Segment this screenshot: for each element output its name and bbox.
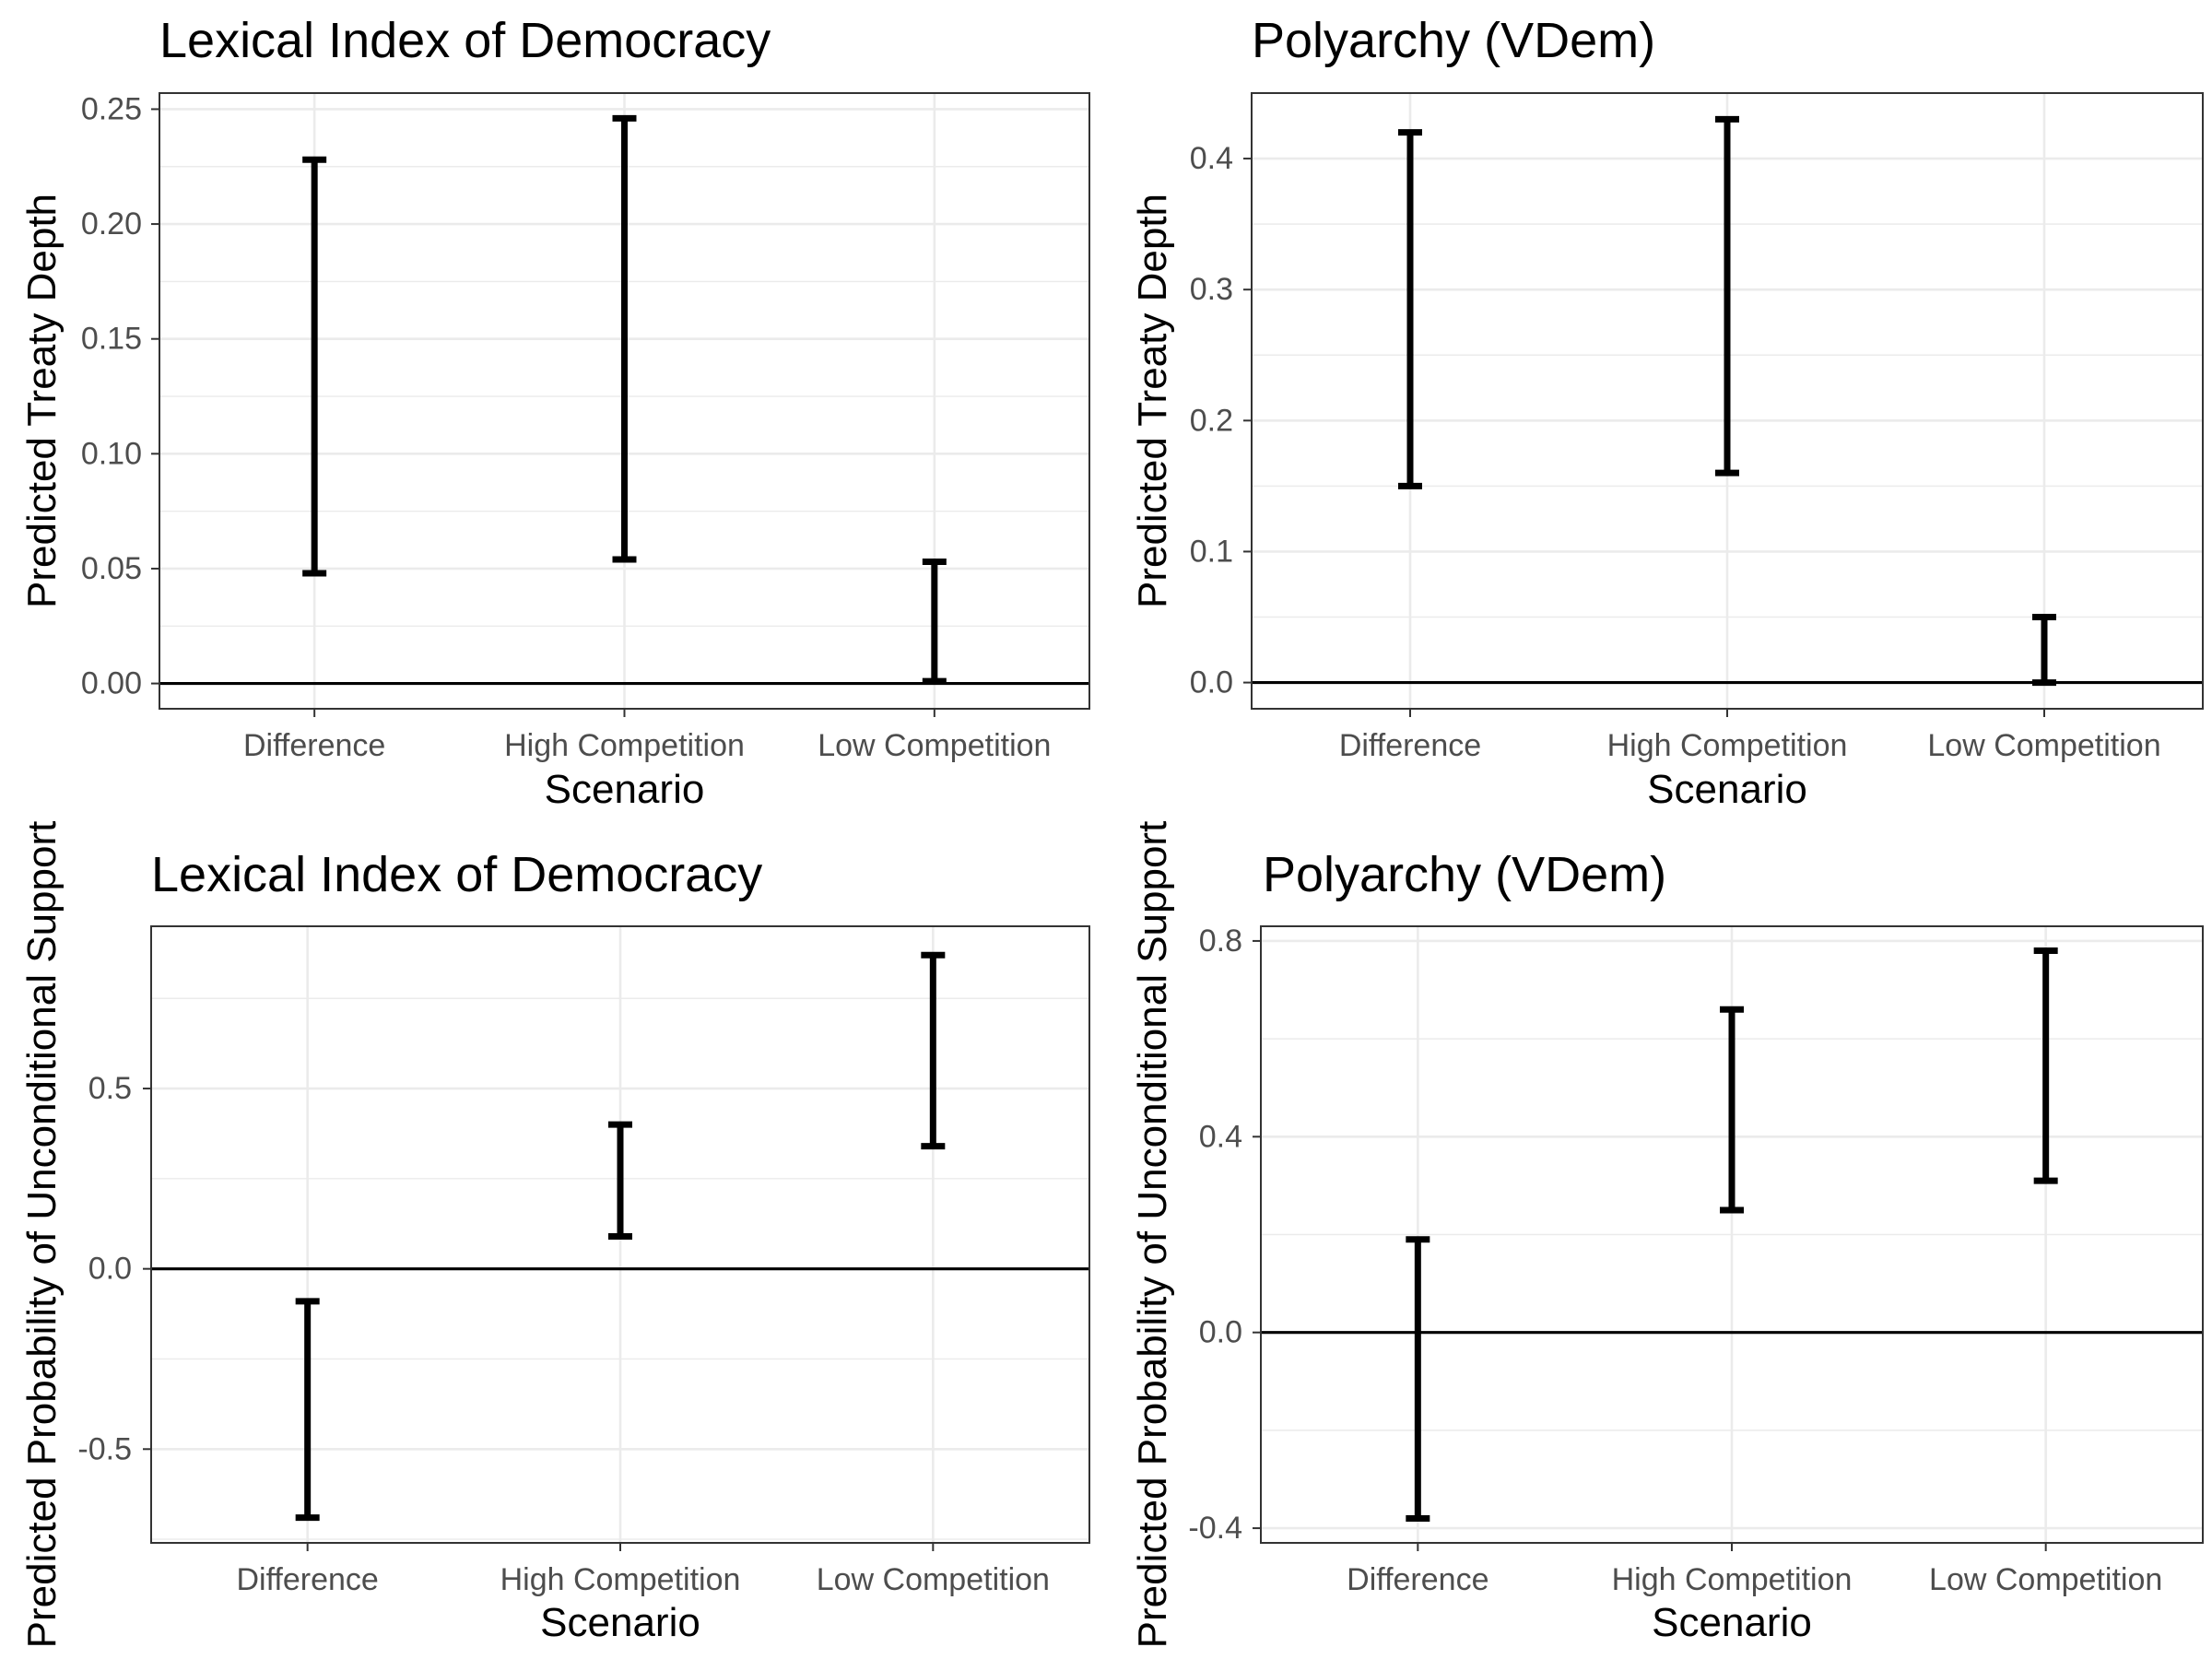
x-axis-title: Scenario xyxy=(545,767,705,812)
y-axis-title: Predicted Probability of Unconditional S… xyxy=(1130,821,1175,1649)
x-tick-label: High Competition xyxy=(504,728,745,763)
panel-2: 0.0 0.1 0.2 0.3 0.4 Difference High Competitio… xyxy=(1130,13,2204,812)
x-tick-label: Difference xyxy=(1339,728,1481,763)
y-tick-label: 0.0 xyxy=(1199,1315,1242,1350)
panel-3: -0.5 0.0 0.5 Difference High Competition Low … xyxy=(19,821,1090,1649)
x-tick-label: High Competition xyxy=(1607,728,1848,763)
x-axis-title: Scenario xyxy=(540,1600,700,1645)
y-tick-label: -0.5 xyxy=(77,1431,132,1466)
y-tick-label: 0.15 xyxy=(81,322,142,357)
y-tick-label: 0.05 xyxy=(81,551,142,586)
panel-title: Polyarchy (VDem) xyxy=(1252,13,1655,68)
x-tick-label: Difference xyxy=(243,728,385,763)
x-tick-label: Difference xyxy=(236,1562,378,1597)
y-axis-title: Predicted Treaty Depth xyxy=(1130,194,1175,608)
error-bar-high-competition xyxy=(1720,1006,1744,1214)
y-tick-label: 0.1 xyxy=(1190,534,1233,569)
panel-title: Polyarchy (VDem) xyxy=(1263,847,1666,902)
error-bar-high-competition xyxy=(612,114,637,563)
panel-title: Lexical Index of Democracy xyxy=(159,13,771,68)
error-bar-low-competition xyxy=(2033,947,2058,1184)
y-tick-label: 0.4 xyxy=(1199,1119,1242,1154)
panel-4: -0.4 0.0 0.4 0.8 Difference High Competition L… xyxy=(1130,821,2204,1649)
error-bar-difference xyxy=(1406,1236,1430,1522)
x-tick-label: High Competition xyxy=(500,1562,741,1597)
y-tick-label: 0.3 xyxy=(1190,272,1233,307)
y-tick-label: 0.8 xyxy=(1199,924,1242,959)
error-bar-difference xyxy=(1398,129,1422,489)
y-axis-title: Predicted Treaty Depth xyxy=(19,194,65,608)
error-bar-low-competition xyxy=(922,558,947,685)
x-tick-label: Low Competition xyxy=(817,1562,1050,1597)
x-tick-label: Low Competition xyxy=(818,728,1051,763)
y-tick-label: 0.0 xyxy=(88,1252,132,1287)
y-tick-label: 0.00 xyxy=(81,666,142,701)
y-axis-title: Predicted Probability of Unconditional S… xyxy=(19,821,65,1649)
y-tick-label: 0.20 xyxy=(81,206,142,241)
error-bar-low-competition xyxy=(2032,614,2056,687)
y-tick-label: 0.5 xyxy=(88,1071,132,1106)
y-tick-label: 0.25 xyxy=(81,91,142,126)
y-tick-label: 0.0 xyxy=(1190,665,1233,700)
x-tick-label: Difference xyxy=(1347,1562,1488,1597)
x-tick-label: High Competition xyxy=(1612,1562,1853,1597)
x-tick-label: Low Competition xyxy=(1929,1562,2162,1597)
error-bar-difference xyxy=(302,156,327,577)
y-tick-label: 0.4 xyxy=(1190,141,1233,176)
x-tick-label: Low Competition xyxy=(1927,728,2160,763)
panel-title: Lexical Index of Democracy xyxy=(151,847,762,902)
error-bar-difference xyxy=(295,1298,320,1522)
error-bar-high-competition xyxy=(608,1121,632,1240)
y-tick-label: 0.10 xyxy=(81,436,142,471)
y-tick-label: 0.2 xyxy=(1190,403,1233,438)
y-tick-label: -0.4 xyxy=(1188,1511,1242,1546)
error-bar-high-competition xyxy=(1715,115,1739,477)
panel-1: 0.00 0.05 0.10 0.15 0.20 0.25 Difference High C… xyxy=(19,13,1090,812)
x-axis-title: Scenario xyxy=(1652,1600,1812,1645)
x-axis-title: Scenario xyxy=(1647,767,1807,812)
error-bar-low-competition xyxy=(921,951,946,1150)
